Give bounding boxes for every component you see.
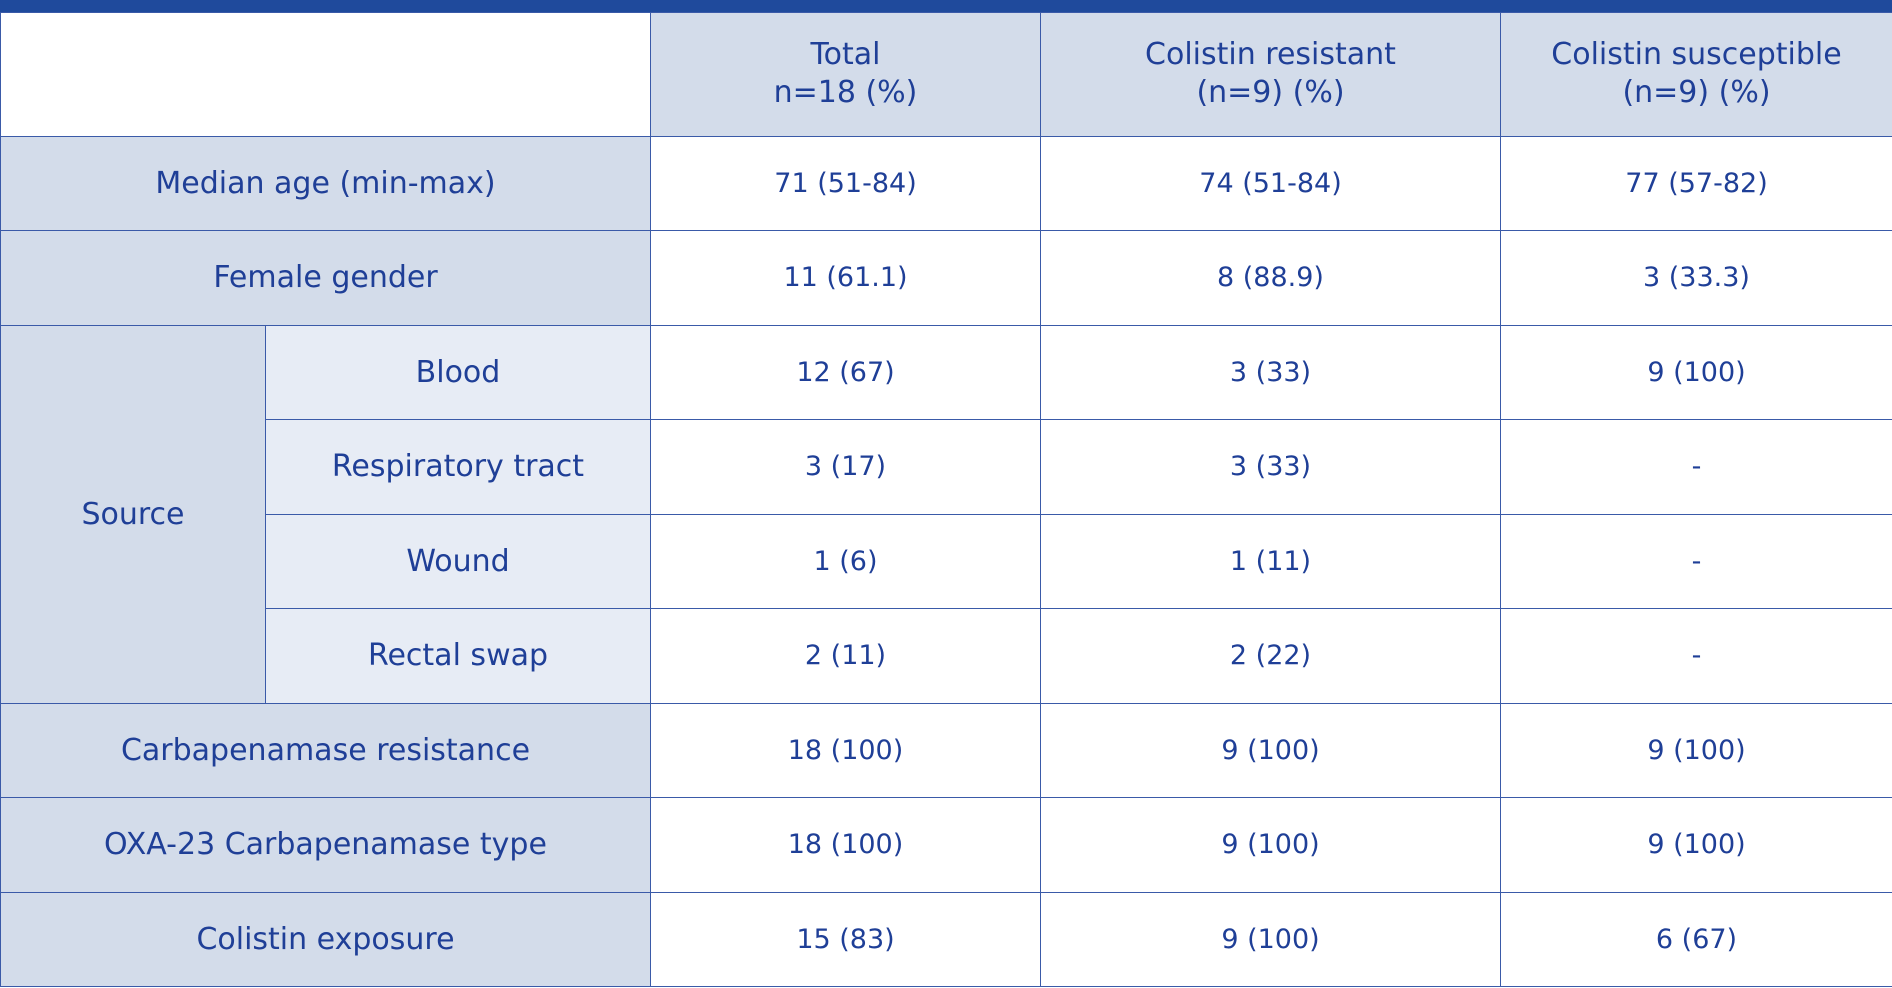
cell-total: 1 (6) (650, 513, 1041, 610)
cell-susceptible: 9 (100) (1500, 702, 1892, 799)
subrow-label: Blood (265, 324, 651, 421)
cell-susceptible: - (1500, 513, 1892, 610)
table-row: Median age (min-max) 71 (51-84) 74 (51-8… (0, 135, 1892, 232)
cell-total: 18 (100) (650, 702, 1041, 799)
header-susceptible-line2: (n=9) (%) (1622, 75, 1771, 111)
header-total-line1: Total (810, 37, 881, 73)
top-accent-bar (0, 0, 1892, 13)
cell-total: 2 (11) (650, 608, 1041, 704)
table-row: Respiratory tract 3 (17) 3 (33) - (1, 419, 1892, 515)
table-row: Rectal swap 2 (11) 2 (22) - (1, 608, 1892, 704)
cell-resistant: 9 (100) (1040, 702, 1501, 799)
patient-characteristics-table: Total n=18 (%) Colistin resistant (n=9) … (0, 12, 1892, 987)
row-label: Female gender (0, 230, 651, 326)
cell-resistant: 9 (100) (1040, 891, 1501, 987)
subrow-label: Respiratory tract (265, 419, 651, 515)
table-row: Carbapenamase resistance 18 (100) 9 (100… (0, 702, 1892, 799)
row-label: OXA-23 Carbapenamase type (0, 797, 651, 893)
cell-total: 18 (100) (650, 797, 1041, 893)
subrow-label: Rectal swap (265, 608, 651, 704)
cell-total: 15 (83) (650, 891, 1041, 987)
row-label: Median age (min-max) (0, 135, 651, 232)
cell-resistant: 8 (88.9) (1040, 230, 1501, 326)
table-row: Female gender 11 (61.1) 8 (88.9) 3 (33.3… (0, 230, 1892, 326)
cell-resistant: 1 (11) (1040, 513, 1501, 610)
header-total: Total n=18 (%) (650, 12, 1041, 137)
cell-total: 12 (67) (650, 324, 1041, 421)
header-colistin-resistant: Colistin resistant (n=9) (%) (1040, 12, 1501, 137)
cell-susceptible: 3 (33.3) (1500, 230, 1892, 326)
group-label-source: Source (0, 324, 266, 704)
row-label: Carbapenamase resistance (0, 702, 651, 799)
cell-resistant: 2 (22) (1040, 608, 1501, 704)
header-blank-cell (0, 12, 651, 137)
cell-susceptible: 9 (100) (1500, 324, 1892, 421)
header-susceptible-line1: Colistin susceptible (1551, 37, 1842, 73)
table-row: OXA-23 Carbapenamase type 18 (100) 9 (10… (0, 797, 1892, 893)
table-row: Colistin exposure 15 (83) 9 (100) 6 (67) (0, 891, 1892, 987)
table-row: Wound 1 (6) 1 (11) - (1, 513, 1892, 610)
cell-total: 3 (17) (650, 419, 1041, 515)
table-row: Source Blood 12 (67) 3 (33) 9 (100) (0, 324, 1892, 704)
cell-susceptible: 77 (57-82) (1500, 135, 1892, 232)
header-colistin-susceptible: Colistin susceptible (n=9) (%) (1500, 12, 1892, 137)
header-resistant-line2: (n=9) (%) (1196, 75, 1345, 111)
cell-resistant: 74 (51-84) (1040, 135, 1501, 232)
cell-resistant: 3 (33) (1040, 419, 1501, 515)
cell-susceptible: - (1500, 608, 1892, 704)
cell-susceptible: 6 (67) (1500, 891, 1892, 987)
cell-total: 11 (61.1) (650, 230, 1041, 326)
cell-total: 71 (51-84) (650, 135, 1041, 232)
cell-susceptible: - (1500, 419, 1892, 515)
header-total-line2: n=18 (%) (773, 75, 918, 111)
header-row: Total n=18 (%) Colistin resistant (n=9) … (0, 12, 1892, 137)
cell-resistant: 9 (100) (1040, 797, 1501, 893)
cell-susceptible: 9 (100) (1500, 797, 1892, 893)
header-resistant-line1: Colistin resistant (1145, 37, 1396, 73)
subrow-label: Wound (265, 513, 651, 610)
row-label: Colistin exposure (0, 891, 651, 987)
cell-resistant: 3 (33) (1040, 324, 1501, 421)
